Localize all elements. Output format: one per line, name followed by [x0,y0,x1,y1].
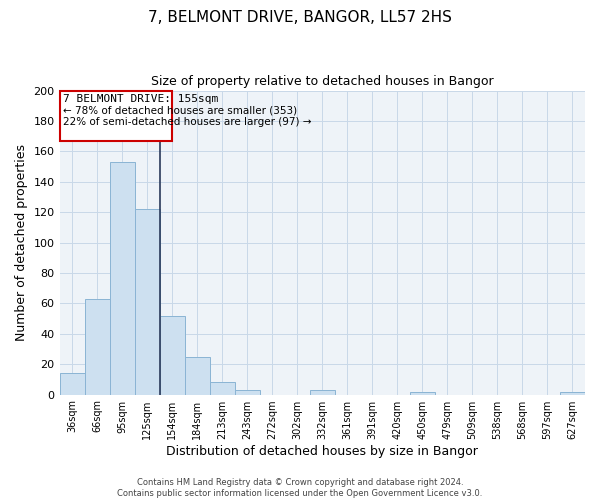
Text: ← 78% of detached houses are smaller (353): ← 78% of detached houses are smaller (35… [62,106,296,116]
Bar [60,90,172,140]
Bar [235,390,260,394]
Y-axis label: Number of detached properties: Number of detached properties [15,144,28,341]
Text: 7, BELMONT DRIVE, BANGOR, LL57 2HS: 7, BELMONT DRIVE, BANGOR, LL57 2HS [148,10,452,25]
Bar [110,162,134,394]
Text: Contains HM Land Registry data © Crown copyright and database right 2024.
Contai: Contains HM Land Registry data © Crown c… [118,478,482,498]
Text: 7 BELMONT DRIVE: 155sqm: 7 BELMONT DRIVE: 155sqm [62,94,218,104]
Bar [185,356,209,395]
Text: 22% of semi-detached houses are larger (97) →: 22% of semi-detached houses are larger (… [62,117,311,127]
Bar [160,316,185,394]
Bar [410,392,435,394]
Bar [134,209,160,394]
Bar [59,374,85,394]
Bar [310,390,335,394]
Bar [560,392,585,394]
Bar [85,299,110,394]
Title: Size of property relative to detached houses in Bangor: Size of property relative to detached ho… [151,75,494,88]
X-axis label: Distribution of detached houses by size in Bangor: Distribution of detached houses by size … [166,444,478,458]
Bar [209,382,235,394]
